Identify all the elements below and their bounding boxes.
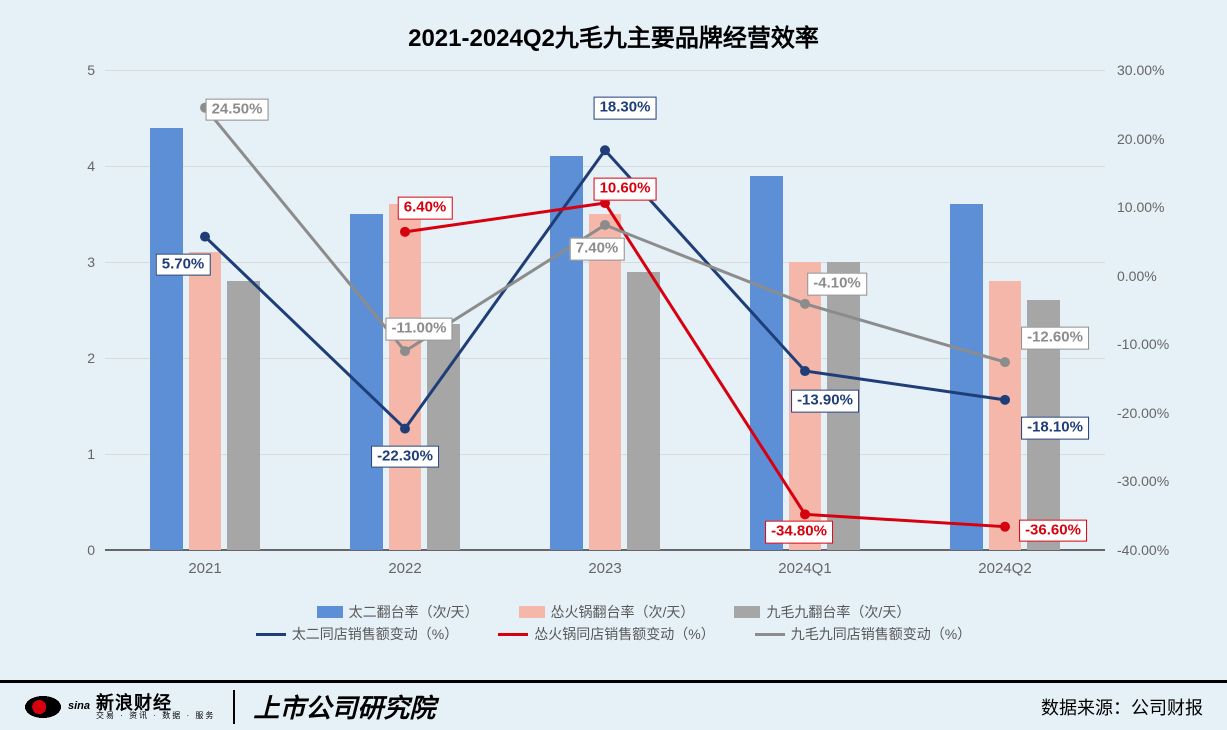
footer-left: sina 新浪财经 交易 · 资讯 · 数据 · 服务 上市公司研究院 [24, 688, 435, 725]
value-label-taier_sss: 18.30% [594, 97, 657, 120]
value-label-taier_sss: -13.90% [791, 390, 859, 413]
legend-label: 九毛九翻台率（次/天） [766, 602, 910, 622]
legend-item-taier_turn: 太二翻台率（次/天） [317, 602, 479, 622]
legend-swatch [317, 606, 343, 618]
legend-label: 太二同店销售额变动（%） [292, 624, 458, 644]
marker-jmj_sss [800, 299, 810, 309]
line-song_sss [405, 203, 1005, 527]
x-tick: 2021 [188, 560, 221, 577]
legend-row: 太二翻台率（次/天） 怂火锅翻台率（次/天） 九毛九翻台率（次/天） [0, 602, 1227, 622]
y-right-tick: 10.00% [1117, 199, 1164, 215]
value-label-jmj_sss: -4.10% [807, 272, 867, 295]
legend-item-song_turn: 怂火锅翻台率（次/天） [519, 602, 695, 622]
value-label-taier_sss: -22.30% [371, 445, 439, 468]
plot-area: 012345-40.00%-30.00%-20.00%-10.00%0.00%1… [105, 70, 1105, 550]
x-tick: 2024Q1 [778, 560, 831, 577]
marker-taier_sss [400, 424, 410, 434]
marker-jmj_sss [400, 346, 410, 356]
y-right-tick: -10.00% [1117, 336, 1169, 352]
y-left-tick: 0 [35, 542, 95, 558]
x-tick: 2024Q2 [978, 560, 1031, 577]
y-left-tick: 3 [35, 254, 95, 270]
value-label-jmj_sss: -11.00% [385, 318, 452, 341]
footer-separator [233, 690, 235, 724]
marker-jmj_sss [600, 220, 610, 230]
marker-taier_sss [800, 366, 810, 376]
institute-cn: 上市公司研究院 [253, 688, 435, 725]
legend-swatch [256, 633, 286, 636]
y-right-tick: 30.00% [1117, 62, 1164, 78]
legend-label: 怂火锅同店销售额变动（%） [534, 624, 714, 644]
legend-label: 怂火锅翻台率（次/天） [551, 602, 695, 622]
x-tick: 2022 [388, 560, 421, 577]
sina-brand-en: sina [68, 701, 90, 712]
sina-eye-icon [24, 696, 62, 718]
value-label-jmj_sss: 7.40% [570, 238, 625, 261]
legend-label: 九毛九同店销售额变动（%） [791, 624, 971, 644]
value-label-jmj_sss: -12.60% [1021, 327, 1089, 350]
footer: sina 新浪财经 交易 · 资讯 · 数据 · 服务 上市公司研究院 数据来源… [0, 680, 1227, 730]
value-label-song_sss: 6.40% [398, 196, 453, 219]
legend-swatch [498, 633, 528, 636]
chart-container: 2021-2024Q2九毛九主要品牌经营效率 012345-40.00%-30.… [0, 0, 1227, 730]
sina-logo: sina 新浪财经 交易 · 资讯 · 数据 · 服务 [24, 694, 215, 720]
y-left-tick: 5 [35, 62, 95, 78]
legend: 太二翻台率（次/天）怂火锅翻台率（次/天）九毛九翻台率（次/天）太二同店销售额变… [0, 600, 1227, 646]
y-right-tick: -30.00% [1117, 473, 1169, 489]
y-right-tick: -40.00% [1117, 542, 1169, 558]
value-label-song_sss: -36.60% [1019, 519, 1087, 542]
legend-swatch [519, 606, 545, 618]
legend-item-jmj_turn: 九毛九翻台率（次/天） [734, 602, 910, 622]
y-right-tick: 20.00% [1117, 131, 1164, 147]
value-label-song_sss: 10.60% [594, 178, 657, 201]
sina-brand-cn: 新浪财经 [96, 694, 215, 712]
marker-taier_sss [600, 145, 610, 155]
legend-item-jmj_sss: 九毛九同店销售额变动（%） [755, 624, 971, 644]
marker-song_sss [800, 509, 810, 519]
legend-swatch [734, 606, 760, 618]
value-label-taier_sss: -18.10% [1021, 416, 1089, 439]
line-layer [105, 70, 1105, 550]
institute-logo: 上市公司研究院 [253, 688, 435, 725]
legend-item-taier_sss: 太二同店销售额变动（%） [256, 624, 458, 644]
y-left-tick: 2 [35, 350, 95, 366]
marker-taier_sss [200, 232, 210, 242]
legend-swatch [755, 633, 785, 636]
marker-song_sss [1000, 522, 1010, 532]
legend-row: 太二同店销售额变动（%） 怂火锅同店销售额变动（%） 九毛九同店销售额变动（%） [0, 624, 1227, 644]
sina-tagline: 交易 · 资讯 · 数据 · 服务 [96, 712, 215, 720]
y-right-tick: -20.00% [1117, 405, 1169, 421]
marker-jmj_sss [1000, 357, 1010, 367]
data-source: 数据来源：公司财报 [1041, 694, 1203, 720]
value-label-jmj_sss: 24.50% [206, 98, 269, 121]
legend-item-song_sss: 怂火锅同店销售额变动（%） [498, 624, 714, 644]
value-label-song_sss: -34.80% [765, 521, 833, 544]
y-left-tick: 1 [35, 446, 95, 462]
marker-song_sss [400, 227, 410, 237]
y-right-tick: 0.00% [1117, 268, 1157, 284]
x-tick: 2023 [588, 560, 621, 577]
legend-label: 太二翻台率（次/天） [349, 602, 479, 622]
chart-title: 2021-2024Q2九毛九主要品牌经营效率 [0, 18, 1227, 53]
value-label-taier_sss: 5.70% [156, 253, 211, 276]
marker-taier_sss [1000, 395, 1010, 405]
y-left-tick: 4 [35, 158, 95, 174]
